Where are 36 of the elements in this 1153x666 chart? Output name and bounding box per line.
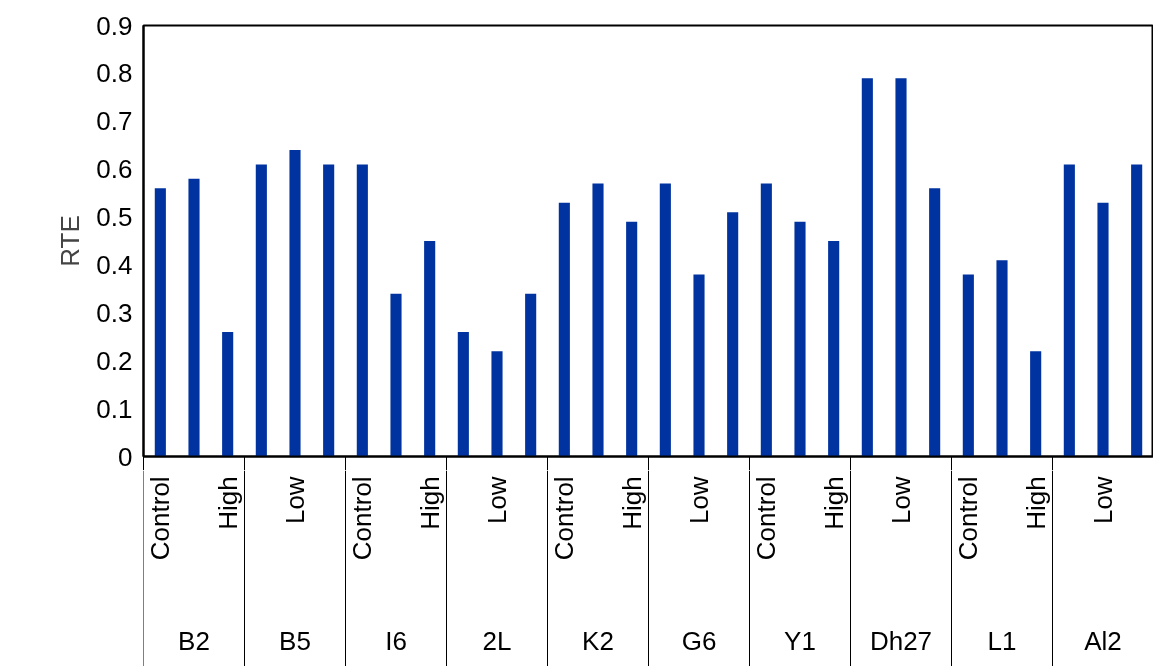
y-tick-label: 0.9 [96,10,133,41]
x-tick-label: High [212,476,243,530]
text: B5 [279,626,311,657]
x-tick-label: Low [482,476,512,525]
y-axis-title: RTE [55,215,86,267]
x-tick-label: High [818,476,849,530]
text: 2L [482,626,512,657]
text: Y1 [784,626,816,657]
x-tick-label: High [414,476,445,530]
x-tick-label: Low [280,476,310,525]
text: K2 [582,626,614,657]
y-tick-label: 0.4 [96,249,133,280]
text: I6 [385,626,407,657]
x-tick-label: Low [684,476,714,525]
y-tick-label: 0.5 [96,202,133,233]
x-tick-label: Control [347,476,378,561]
y-tick-label: 0.1 [96,393,133,424]
text: L1 [987,626,1017,657]
x-tick-label: Control [145,476,176,561]
x-tick-label: High [1020,476,1051,530]
text: G6 [681,626,717,657]
y-tick-label: 0.8 [96,58,133,89]
text: Dh27 [869,626,933,657]
x-tick-label: Low [886,476,916,525]
y-tick-label: 0.6 [96,154,133,185]
text: Al2 [1084,626,1122,657]
y-tick-label: 0 [118,441,133,472]
text: B2 [178,626,210,657]
x-tick-label: Control [953,476,984,561]
y-tick-label: 0.3 [96,297,133,328]
x-tick-label: Low [1088,476,1118,525]
x-tick-label: Control [751,476,782,561]
y-tick-label: 0.2 [96,345,133,376]
x-tick-label: High [616,476,647,530]
x-tick-label: Control [549,476,580,561]
y-tick-label: 0.7 [96,106,133,137]
